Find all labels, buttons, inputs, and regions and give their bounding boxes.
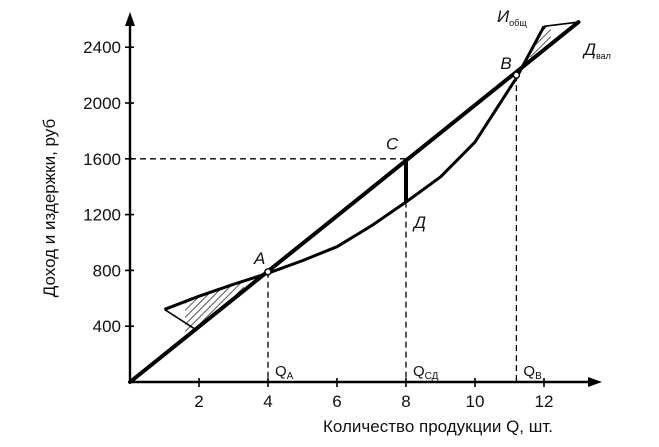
x-tick-label: 6 [332,392,341,411]
point-marker [264,268,272,276]
point-label: Д [412,213,426,232]
costs-curve [163,25,546,311]
y-axis-arrow [125,12,135,26]
y-tick-label: 1200 [83,206,121,225]
q-marker-label: QВ [523,363,542,382]
revenue-line [128,20,581,384]
x-tick-label: 12 [535,392,554,411]
series-label: Иобщ [497,7,527,28]
y-tick-label: 2400 [83,38,121,57]
y-tick-label: 1600 [83,150,121,169]
y-tick-label: 800 [93,261,121,280]
y-tick-label: 400 [93,317,121,336]
series-label: Двал [582,40,611,61]
x-tick-label: 8 [401,392,410,411]
loss-area-right-edge [543,21,579,28]
point-label: B [500,54,511,73]
q-marker-label: QСД [413,363,439,382]
loss-area-right [530,26,551,61]
x-tick-label: 10 [466,392,485,411]
point-label: A [253,249,265,268]
loss-area-left-edge [164,308,196,331]
q-marker-label: QА [275,363,294,382]
x-axis-arrow [588,377,602,387]
point-label: C [386,135,399,154]
point-marker [512,71,521,79]
x-axis-label: Количество продукции Q, шт. [323,417,553,436]
y-axis-label: Доход и издержки, руб [40,119,59,298]
x-tick-label: 4 [263,392,272,411]
y-tick-label: 2000 [83,94,121,113]
x-tick-label: 2 [194,392,203,411]
